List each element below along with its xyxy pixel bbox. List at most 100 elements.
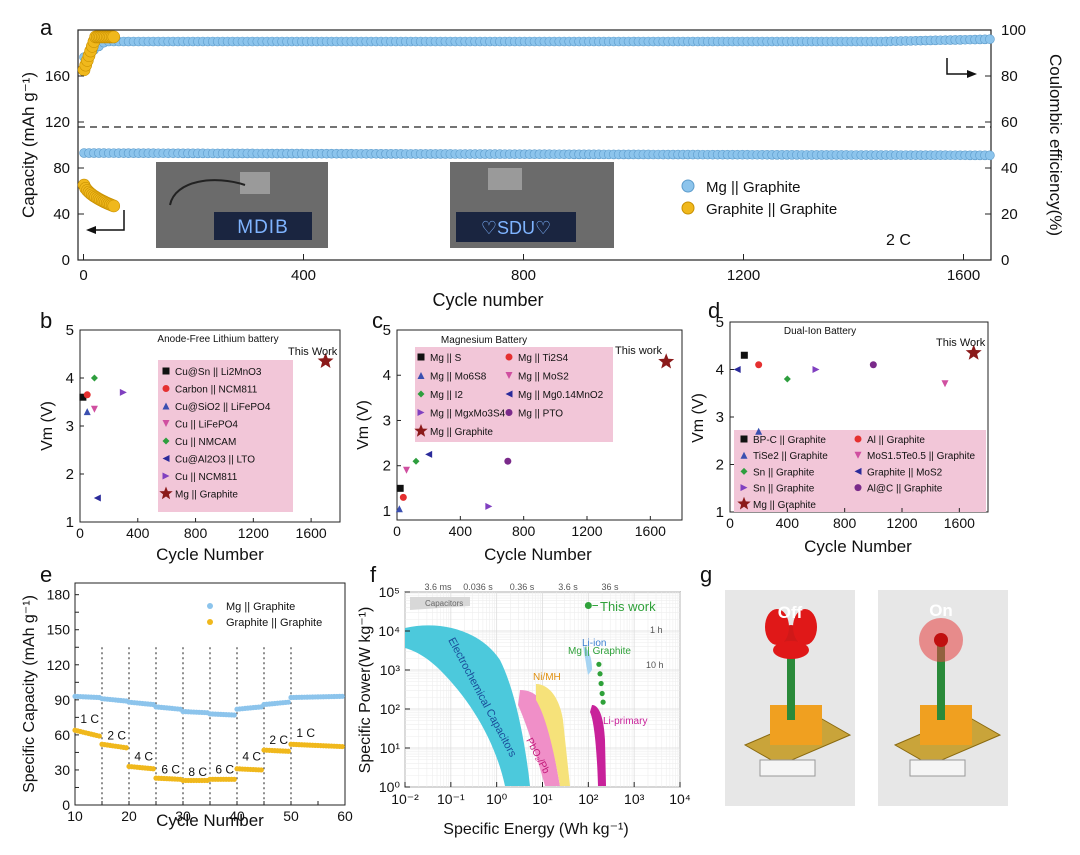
f-ytick-label-1: 10¹: [380, 740, 401, 756]
e-series-1-point: [150, 766, 156, 772]
on-hub: [934, 633, 948, 647]
panel-e-axes: 10 20 30 40 50 60 0 30 60 90 120 150 180: [47, 587, 353, 824]
f-time-label-1: 0.036 s: [463, 582, 493, 592]
e-series-1-point: [96, 733, 102, 739]
panel-d-axes: 0 400 800 1200 1600 1 2 3 4 5: [716, 314, 975, 531]
d-legend-label-0: BP-C || Graphite: [753, 435, 826, 446]
panel-a-y2label: Coulombic efficiency(%): [1046, 54, 1065, 236]
b-legend-label-2: Cu@SiO2 || LiFePO4: [175, 402, 271, 413]
e-series-0-point: [231, 712, 237, 718]
rate-label-2c: 2 C: [886, 232, 911, 249]
panel-b-marks: [79, 352, 334, 502]
e-rate-label-0: 1 C: [80, 712, 99, 726]
b-legend-label-0: Cu@Sn || Li2MnO3: [175, 367, 262, 378]
cable-1: [169, 179, 246, 206]
panel-e-legend: Mg || Graphite Graphite || Graphite: [207, 601, 322, 629]
f-mg-point-0: [596, 661, 602, 667]
c-legend-marker-7: [505, 409, 513, 416]
f-this-work-point: [584, 602, 592, 610]
f-time-label-3: 3.6 s: [558, 582, 578, 592]
c-xtick-label-2: 800: [512, 523, 536, 539]
f-ytick-label-0: 10⁰: [379, 779, 401, 795]
panel-c-axes: 0 400 800 1200 1600 1 2 3 4 5: [383, 322, 666, 539]
f-ytick-label-4: 10⁴: [378, 623, 400, 639]
c-point-4: [412, 457, 420, 465]
region-capacitors: [410, 597, 470, 610]
c-legend-label-0: Mg || S: [430, 353, 462, 364]
c-xtick-label-4: 1600: [635, 523, 666, 539]
off-blade-3: [773, 641, 809, 659]
b-legend-marker-3: [162, 420, 170, 427]
label-mg-graphite: Mg || Graphite: [568, 646, 631, 657]
panel-b-xlabel: Cycle Number: [156, 545, 264, 564]
panel-e-marks: 1 C 2 C 4 C 6 C 8 C 6 C 4 C 2 C 1 C: [72, 693, 345, 784]
c-point-8: [658, 353, 675, 369]
d-legend-label-1: Al || Graphite: [867, 435, 925, 446]
d-legend-marker-6: [740, 484, 748, 492]
e-rate-label-5: 6 C: [215, 762, 234, 776]
panel-d-xlabel: Cycle Number: [804, 537, 912, 556]
panel-c-xlabel: Cycle Number: [484, 545, 592, 564]
off-battery: [759, 759, 816, 777]
panel-b-axes: 0 400 800 1200 1600 1 2 3 4 5: [66, 322, 327, 541]
panel-d-title: Dual-Ion Battery: [784, 326, 856, 337]
panel-f-xlabel: Specific Energy (Wh kg⁻¹): [443, 821, 628, 838]
photo-on: On: [878, 590, 1008, 806]
label-li-ion: Li-ion: [582, 638, 606, 649]
e-series-1-point: [258, 767, 264, 773]
c-legend-marker-3: [505, 372, 513, 379]
panel-letter-c: c: [372, 308, 383, 333]
f-ytick-label-5: 10⁵: [379, 584, 400, 600]
d-point-3: [941, 380, 949, 388]
c-xtick-label-3: 1200: [571, 523, 602, 539]
d-ytick-label-0: 1: [716, 504, 724, 521]
panel-f: f Capacitors Electrochemical Capacitors …: [357, 562, 691, 838]
panel-d-legend: BP-C || Graphite Al || Graphite TiSe2 || G…: [737, 435, 975, 511]
e-xtick-label-2: 20: [121, 808, 137, 824]
a-y2tick-label-5: 100: [1001, 22, 1026, 39]
region-electrochemical-capacitors: [405, 625, 530, 786]
e-ytick-label-6: 90: [54, 692, 70, 708]
e-series-0-point: [339, 693, 345, 699]
b-legend-label-6: Cu || NCM811: [175, 472, 238, 483]
panel-letter-a: a: [40, 15, 53, 40]
f-ytick-label-3: 10³: [380, 662, 401, 678]
f-mg-point-3: [599, 690, 605, 697]
off-stem: [787, 640, 795, 720]
f-xtick-label-2: 10⁰: [486, 791, 508, 807]
d-xtick-label-0: 0: [726, 515, 734, 531]
a-gg-ce-point: [107, 30, 121, 44]
c-xtick-label-1: 400: [449, 523, 473, 539]
d-legend-marker-5: [854, 467, 862, 475]
d-legend-marker-3: [854, 451, 862, 459]
f-time-label-4: 36 s: [601, 582, 619, 592]
d-legend-label-5: Graphite || MoS2: [867, 467, 943, 478]
c-legend-label-7: Mg || PTO: [518, 409, 563, 420]
f-xtick-label-3: 10¹: [532, 791, 553, 807]
c-ytick-label-3: 4: [383, 367, 391, 384]
f-xtick-label-1: 10⁻¹: [437, 791, 465, 807]
legend-e-marker-mg: [207, 603, 213, 609]
panel-a-xlabel: Cycle number: [432, 290, 543, 310]
panel-g: g Off On: [700, 562, 1008, 806]
e-rate-label-3: 6 C: [161, 762, 180, 776]
c-point-0: [396, 484, 404, 492]
d-xtick-label-2: 800: [833, 515, 857, 531]
c-legend-marker-2: [417, 372, 425, 379]
c-legend-marker-5: [505, 390, 513, 398]
b-point-7: [317, 352, 334, 368]
panel-c-title: Magnesium Battery: [441, 335, 527, 346]
d-xtick-label-3: 1200: [886, 515, 917, 531]
panel-a: a 0 400 800 1200 160004080120160020406080100…: [19, 15, 1065, 310]
panel-a-ylabel: Capacity (mAh g⁻¹): [19, 72, 38, 218]
c-point-2: [395, 505, 403, 513]
b-point-5: [93, 494, 101, 502]
d-legend-marker-1: [854, 435, 862, 443]
e-ytick-label-10: 150: [47, 622, 71, 638]
a-xtick-label-2: 800: [511, 267, 536, 284]
panel-f-ylabel: Specific Power(W kg⁻¹): [357, 607, 374, 774]
b-ytick-label-3: 4: [66, 370, 74, 387]
a-ytick-label-3: 120: [45, 114, 70, 131]
b-xtick-label-0: 0: [76, 525, 84, 541]
